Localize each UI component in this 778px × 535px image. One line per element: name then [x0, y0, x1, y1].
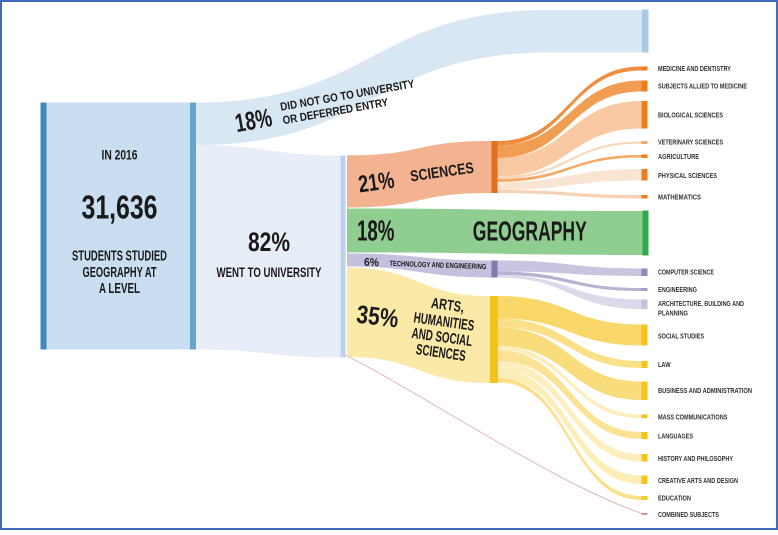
svg-text:A LEVEL: A LEVEL	[99, 281, 140, 297]
svg-text:31,636: 31,636	[82, 189, 158, 226]
svg-text:18%: 18%	[233, 102, 275, 138]
svg-text:SOCIAL STUDIES: SOCIAL STUDIES	[658, 332, 704, 341]
svg-text:SCIENCES: SCIENCES	[415, 341, 467, 365]
svg-text:ARTS,: ARTS,	[430, 295, 465, 316]
svg-text:82%: 82%	[248, 227, 290, 257]
svg-text:PHYSICAL SCIENCES: PHYSICAL SCIENCES	[658, 171, 717, 180]
svg-text:18%: 18%	[357, 216, 395, 248]
svg-text:MEDICINE AND DENTISTRY: MEDICINE AND DENTISTRY	[658, 64, 731, 73]
svg-text:MATHEMATICS: MATHEMATICS	[658, 193, 701, 202]
svg-text:6%: 6%	[364, 257, 379, 270]
svg-text:IN 2016: IN 2016	[102, 147, 138, 163]
svg-text:TECHNOLOGY AND ENGINEERING: TECHNOLOGY AND ENGINEERING	[389, 259, 486, 271]
svg-text:LANGUAGES: LANGUAGES	[658, 432, 693, 441]
svg-text:ARCHITECTURE, BUILDING AND: ARCHITECTURE, BUILDING AND	[658, 299, 744, 308]
svg-text:EDUCATION: EDUCATION	[658, 494, 691, 503]
svg-text:SUBJECTS ALLIED TO MEDICINE: SUBJECTS ALLIED TO MEDICINE	[658, 82, 747, 91]
svg-text:MASS COMMUNICATIONS: MASS COMMUNICATIONS	[658, 413, 728, 422]
svg-text:BUSINESS AND ADMINISTRATION: BUSINESS AND ADMINISTRATION	[658, 386, 752, 395]
svg-text:WENT TO UNIVERSITY: WENT TO UNIVERSITY	[217, 265, 322, 280]
svg-text:BIOLOGICAL SCIENCES: BIOLOGICAL SCIENCES	[658, 111, 723, 120]
svg-text:LAW: LAW	[658, 360, 671, 369]
svg-text:CREATIVE ARTS AND DESIGN: CREATIVE ARTS AND DESIGN	[658, 476, 738, 485]
svg-text:COMBINED SUBJECTS: COMBINED SUBJECTS	[658, 510, 719, 519]
svg-text:PLANNING: PLANNING	[658, 309, 688, 318]
svg-text:STUDENTS STUDIED: STUDENTS STUDIED	[72, 249, 167, 265]
svg-text:VETERINARY SCIENCES: VETERINARY SCIENCES	[658, 138, 723, 147]
svg-text:ENGINEERING: ENGINEERING	[658, 285, 697, 294]
svg-text:AGRICULTURE: AGRICULTURE	[658, 152, 699, 161]
svg-text:35%: 35%	[355, 301, 400, 334]
svg-text:COMPUTER SCIENCE: COMPUTER SCIENCE	[658, 268, 714, 277]
svg-text:HISTORY AND PHILOSOPHY: HISTORY AND PHILOSOPHY	[658, 454, 733, 463]
svg-text:GEOGRAPHY AT: GEOGRAPHY AT	[83, 265, 157, 281]
svg-text:21%: 21%	[357, 167, 396, 199]
svg-text:GEOGRAPHY: GEOGRAPHY	[473, 216, 587, 247]
